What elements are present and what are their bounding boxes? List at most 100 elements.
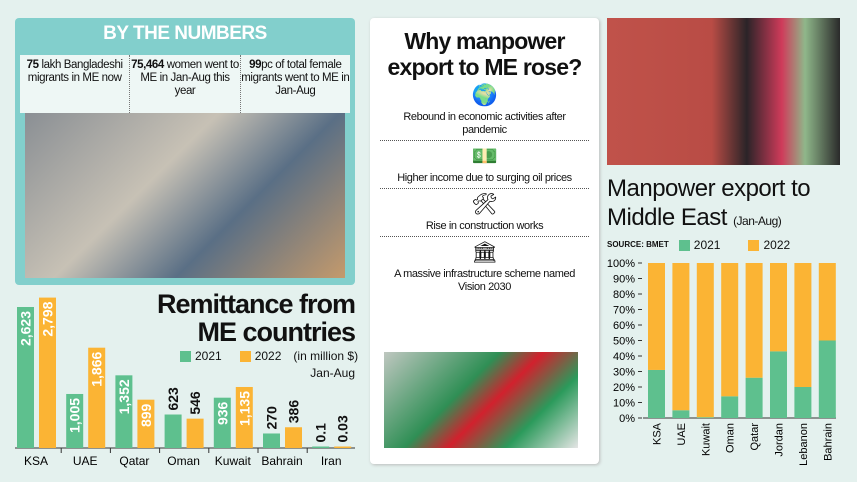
bar-2021	[745, 377, 763, 418]
category-label: Qatar	[119, 454, 149, 468]
bar-2022	[137, 399, 155, 448]
y-tick-label: 50%	[613, 336, 635, 348]
bar-2021	[721, 396, 739, 418]
legend-label: 2021	[195, 349, 222, 363]
category-label: Bahrain	[822, 423, 834, 461]
category-label: Oman	[167, 454, 200, 468]
category-label: Jordan	[774, 423, 786, 457]
bar-2021	[115, 375, 133, 448]
y-tick-label: 0%	[619, 413, 635, 425]
source-label: SOURCE: BMET	[607, 240, 669, 249]
panel-title: BY THE NUMBERS	[103, 23, 267, 44]
bar-2021	[696, 417, 714, 418]
legend-swatch-2021	[180, 350, 191, 362]
data-label: 899	[138, 403, 154, 427]
bar-2022	[794, 263, 812, 387]
legend-label: 2021	[693, 238, 721, 252]
manpower-chart: 0% 10% 20% 30% 40% 50% 60% 70% 80% 90% 100% KSA UAE K…	[607, 258, 836, 466]
bar-2021	[17, 307, 34, 448]
reason-label: Rise in construction works	[425, 220, 544, 232]
data-label: 2,623	[18, 311, 34, 346]
legend-swatch-2021	[678, 239, 690, 251]
category-label: Lebanon	[798, 423, 810, 466]
data-label: 623	[165, 387, 181, 411]
category-label: Qatar	[749, 423, 761, 451]
category-label: UAE	[73, 454, 98, 468]
construction-tools-icon: 🛠	[471, 193, 498, 216]
data-label: 1,866	[89, 351, 105, 386]
data-label: 1,352	[116, 379, 132, 414]
y-tick-label: 40%	[613, 351, 635, 363]
data-label: 0.1	[313, 423, 329, 443]
bar-2021	[312, 446, 330, 448]
reason-item: 💵 Higher income due to surging oil prices	[380, 141, 589, 189]
data-label: 546	[187, 391, 203, 415]
globe-growth-icon: 🌍	[471, 84, 498, 107]
stat-text: pc of total female migrants went to ME i…	[241, 59, 350, 97]
bar-2022	[235, 386, 253, 448]
y-tick-label: 80%	[613, 289, 635, 301]
stat-text: women went to ME in Jan-Aug this year	[140, 59, 239, 97]
y-tick-label: 10%	[613, 398, 635, 410]
category-label: UAE	[676, 423, 688, 446]
reason-item: 🛠 Rise in construction works	[380, 189, 589, 237]
category-label: Bahrain	[261, 454, 302, 468]
remittance-title: Remittance from ME countries	[156, 289, 356, 347]
stat-value: 75	[26, 59, 39, 71]
data-label: 2,798	[40, 301, 56, 336]
reasons-panel: Why manpower export to ME rose? 🌍 Rebound…	[370, 18, 599, 464]
stat-value: 99	[249, 59, 262, 71]
legend-swatch-2022	[239, 350, 251, 362]
bar-2022	[672, 263, 690, 411]
stat: 99pc of total female migrants went to ME…	[241, 55, 350, 113]
stat-text: lakh Bangladeshi migrants in ME now	[27, 59, 123, 84]
category-label: Kuwait	[215, 454, 252, 468]
data-label: 0.03	[335, 415, 351, 442]
airport-migrants-photo	[25, 113, 345, 278]
workers-photo	[384, 352, 578, 448]
bar-2022	[285, 427, 302, 448]
remittance-chart: 2,623 2,798 KSA 1,005 1,866 UAE 1,352 899 Qatar 6…	[15, 297, 355, 468]
period-label: (Jan-Aug)	[733, 214, 782, 228]
bar-2022	[39, 297, 56, 448]
data-label: 936	[214, 401, 230, 425]
stats-row: 75 lakh Bangladeshi migrants in ME now 7…	[20, 55, 350, 113]
data-label: 270	[264, 406, 280, 430]
unit-label: (in million $)	[293, 349, 359, 363]
bar-2022	[186, 418, 204, 448]
bar-2021	[672, 410, 690, 418]
bar-2022	[334, 446, 352, 448]
category-label: KSA	[24, 454, 48, 468]
remittance-legend: 2021 2022 (in million $)	[180, 349, 358, 363]
bar-2021	[66, 393, 84, 448]
manpower-title-text: Manpower export to Middle East	[607, 175, 811, 231]
y-tick-label: 70%	[613, 305, 635, 317]
category-label: Kuwait	[700, 423, 712, 456]
stat-value: 75,464	[131, 59, 164, 71]
reason-item: 🏛 A massive infrastructure scheme named V…	[380, 237, 589, 297]
stat: 75,464 women went to ME in Jan-Aug this …	[130, 55, 241, 113]
data-label: 386	[286, 400, 302, 424]
y-tick-label: 30%	[613, 367, 635, 379]
reason-label: Rebound in economic activities after pan…	[403, 111, 566, 136]
bar-2022	[88, 347, 106, 448]
bar-2022	[648, 263, 665, 370]
bar-2021	[164, 414, 182, 448]
reason-item: 🌍 Rebound in economic activities after pa…	[380, 80, 589, 141]
y-tick-label: 20%	[613, 382, 635, 394]
female-migrants-photo	[607, 18, 840, 165]
bar-2022	[818, 263, 836, 341]
stat: 75 lakh Bangladeshi migrants in ME now	[20, 55, 131, 113]
bar-2021	[648, 369, 665, 418]
category-label: KSA	[652, 422, 664, 445]
bar-2021	[213, 397, 231, 448]
bar-2022	[745, 263, 763, 378]
reasons-title: Why manpower export to ME rose?	[387, 28, 583, 80]
manpower-title: Manpower export to Middle East (Jan-Aug)	[607, 174, 852, 236]
bar-2021	[770, 351, 787, 418]
period-label: Jan-Aug	[310, 366, 355, 380]
money-icon: 💵	[471, 145, 498, 168]
y-tick-label: 60%	[613, 320, 635, 332]
bar-2021	[818, 340, 836, 418]
bar-2022	[721, 263, 739, 397]
